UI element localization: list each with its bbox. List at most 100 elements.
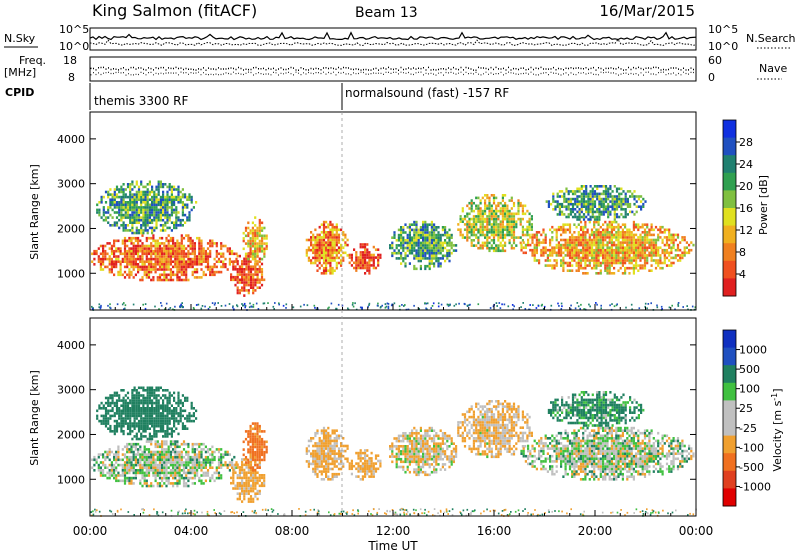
power-scatter-cell [466,215,469,218]
power-scatter-cell [144,303,147,305]
power-scatter-cell [435,236,438,239]
power-scatter-cell [249,270,253,274]
velocity-scatter-cell [121,466,124,469]
power-scatter-cell [643,248,647,252]
power-scatter-cell [415,251,418,255]
power-scatter-cell [553,246,556,249]
power-scatter-cell [488,231,491,234]
power-scatter-cell [599,225,602,229]
velocity-scatter-cell [187,471,190,475]
power-scatter-cell [368,269,371,272]
power-scatter-cell [139,244,142,248]
velocity-scatter-cell [108,469,111,472]
power-scatter-cell [132,265,135,269]
velocity-scatter-cell [158,474,162,477]
power-scatter-cell [185,265,188,269]
power-scatter-cell [122,198,125,201]
power-scatter-cell [635,223,638,226]
power-scatter-cell [547,202,550,206]
power-scatter-cell [676,233,680,237]
velocity-scatter-cell [150,469,153,472]
power-scatter-cell [580,208,583,211]
power-scatter-cell [591,195,594,198]
power-scatter-cell [329,266,332,270]
power-scatter-cell [115,195,119,199]
power-scatter-cell [141,268,144,271]
power-scatter-cell [447,303,450,306]
power-scatter-cell [428,262,431,265]
velocity-scatter-cell [182,461,186,464]
power-scatter-cell [637,241,640,244]
power-scatter-cell [643,264,647,267]
power-scatter-cell [249,250,252,253]
power-scatter-cell [372,245,375,249]
power-scatter-cell [567,208,570,211]
power-scatter-cell [439,246,442,250]
power-scatter-cell [549,264,552,267]
power-scatter-cell [495,215,498,218]
power-scatter-cell [305,238,308,242]
power-scatter-cell [574,213,577,216]
power-scatter-cell [437,262,440,265]
power-scatter-cell [508,215,511,218]
power-scatter-cell [613,197,616,201]
power-scatter-cell [142,208,145,212]
power-scatter-cell [120,208,123,212]
power-scatter-cell [444,259,447,263]
power-scatter-cell [245,262,248,266]
power-scatter-cell [585,187,588,191]
power-scatter-cell [187,263,190,266]
power-scatter-cell [530,225,533,229]
power-scatter-cell [495,204,498,208]
power-scatter-cell [598,197,601,201]
power-scatter-cell [135,206,138,209]
power-scatter-cell [635,266,638,270]
power-scatter-cell [582,205,586,208]
power-scatter-cell [167,260,170,263]
power-scatter-cell [602,190,605,193]
power-scatter-cell [591,197,594,201]
power-scatter-cell [593,238,596,242]
velocity-scatter-cell [150,484,153,488]
frequency-panel: Freq. [MHz] 18 8 60 0 Nave [4,54,787,84]
power-scatter-cell [635,261,638,265]
power-scatter-cell [261,250,264,253]
velocity-scatter-cell [167,458,170,462]
power-scatter-cell [512,236,516,239]
power-scatter-cell [245,268,248,271]
power-scatter-cell [196,270,199,274]
power-scatter-cell [408,249,411,252]
power-scatter-cell [590,266,594,270]
power-scatter-cell [430,307,432,309]
power-scatter-cell [121,239,124,243]
power-scatter-cell [466,231,469,234]
power-scatter-cell [368,264,371,267]
power-scatter-cell [179,224,182,227]
power-scatter-cell [215,244,218,248]
power-scatter-cell [624,192,627,196]
power-scatter-cell [395,257,398,260]
power-scatter-cell [178,268,181,271]
power-scatter-cell [187,265,190,269]
power-scatter-cell [613,233,616,237]
power-scatter-cell [188,216,191,219]
velocity-scatter-cell [156,442,159,446]
power-scatter-cell [337,303,340,306]
power-scatter-cell [602,202,605,206]
power-scatter-cell [551,251,554,255]
power-scatter-cell [318,251,321,255]
power-scatter-cell [170,203,173,207]
power-scatter-cell [521,217,524,221]
power-scatter-cell [659,225,662,229]
power-scatter-cell [123,236,127,240]
date-title: 16/Mar/2015 [599,2,695,20]
power-scatter-cell [359,306,362,309]
power-scatter-cell [654,266,658,270]
power-scatter-cell [521,209,524,213]
power-scatter-cell [254,252,257,256]
velocity-scatter-cell [172,463,175,467]
power-scatter-cell [648,243,651,247]
power-scatter-cell [654,254,658,257]
power-scatter-cell [173,226,176,230]
velocity-scatter-cell [141,471,144,475]
